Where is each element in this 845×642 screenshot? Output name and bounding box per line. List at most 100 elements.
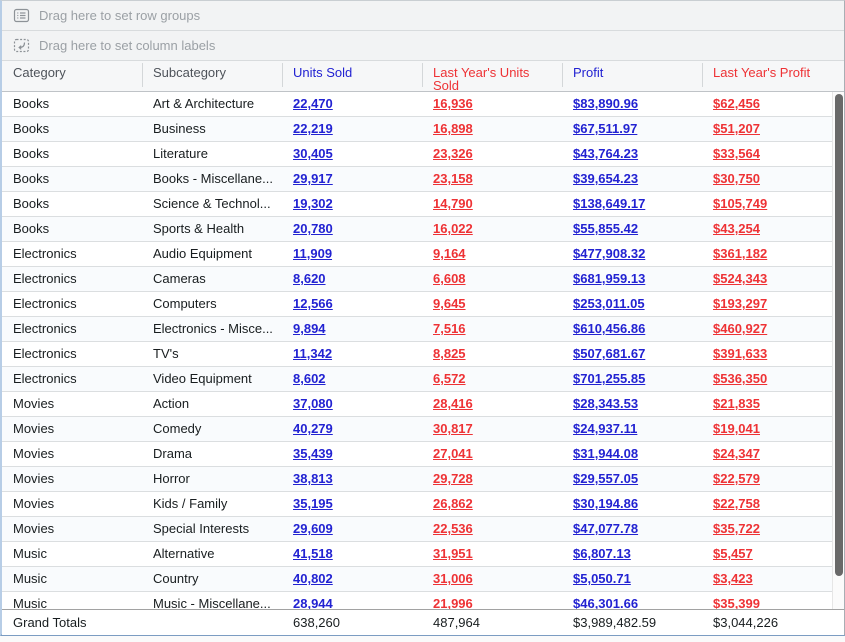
cell-units-sold[interactable]: 8,620	[293, 271, 326, 286]
cell-units-sold[interactable]: 29,609	[293, 521, 333, 536]
cell-profit[interactable]: $43,764.23	[573, 146, 639, 161]
column-labels-dropzone[interactable]: Drag here to set column labels	[2, 31, 844, 61]
cell-last-years-units-sold[interactable]: 8,825	[433, 346, 466, 361]
cell-profit[interactable]: $31,944.08	[573, 446, 639, 461]
cell-last-years-units-sold[interactable]: 6,608	[433, 271, 466, 286]
cell-profit[interactable]: $46,301.66	[573, 596, 639, 609]
cell-last-years-profit[interactable]: $3,423	[713, 571, 753, 586]
cell-units-sold[interactable]: 8,602	[293, 371, 326, 386]
cell-profit[interactable]: $39,654.23	[573, 171, 639, 186]
table-row[interactable]: Movies Special Interests 29,609 22,536 $47,0…	[2, 517, 844, 542]
cell-last-years-units-sold[interactable]: 28,416	[433, 396, 473, 411]
cell-last-years-units-sold[interactable]: 16,022	[433, 221, 473, 236]
column-header-profit[interactable]: Profit	[562, 61, 702, 91]
cell-profit[interactable]: $83,890.96	[573, 96, 639, 111]
table-row[interactable]: Books Books - Miscellane... 29,917 23,158 $3…	[2, 167, 844, 192]
cell-units-sold[interactable]: 28,944	[293, 596, 333, 609]
column-header-last-years-units-sold[interactable]: Last Year's Units Sold	[422, 61, 562, 91]
cell-last-years-units-sold[interactable]: 31,951	[433, 546, 473, 561]
cell-last-years-units-sold[interactable]: 16,898	[433, 121, 473, 136]
column-header-last-years-profit[interactable]: Last Year's Profit	[702, 61, 842, 91]
cell-profit[interactable]: $701,255.85	[573, 371, 646, 386]
table-row[interactable]: Books Art & Architecture 22,470 16,936 $83,8…	[2, 92, 844, 117]
cell-units-sold[interactable]: 9,894	[293, 321, 326, 336]
cell-last-years-profit[interactable]: $19,041	[713, 421, 760, 436]
cell-units-sold[interactable]: 38,813	[293, 471, 333, 486]
cell-units-sold[interactable]: 35,195	[293, 496, 333, 511]
cell-last-years-units-sold[interactable]: 9,645	[433, 296, 466, 311]
cell-last-years-profit[interactable]: $105,749	[713, 196, 768, 211]
cell-last-years-units-sold[interactable]: 16,936	[433, 96, 473, 111]
table-row[interactable]: Movies Comedy 40,279 30,817 $24,937.11 $19,04…	[2, 417, 844, 442]
cell-last-years-profit[interactable]: $21,835	[713, 396, 760, 411]
row-groups-dropzone[interactable]: Drag here to set row groups	[2, 1, 844, 31]
cell-profit[interactable]: $24,937.11	[573, 421, 638, 436]
table-row[interactable]: Books Science & Technol... 19,302 14,790 $13…	[2, 192, 844, 217]
cell-last-years-profit[interactable]: $5,457	[713, 546, 753, 561]
cell-last-years-profit[interactable]: $30,750	[713, 171, 760, 186]
cell-last-years-profit[interactable]: $460,927	[713, 321, 768, 336]
cell-last-years-profit[interactable]: $22,579	[713, 471, 760, 486]
cell-units-sold[interactable]: 19,302	[293, 196, 333, 211]
table-row[interactable]: Music Country 40,802 31,006 $5,050.71 $3,423	[2, 567, 844, 592]
cell-last-years-profit[interactable]: $24,347	[713, 446, 760, 461]
cell-last-years-profit[interactable]: $35,722	[713, 521, 760, 536]
cell-last-years-profit[interactable]: $361,182	[713, 246, 768, 261]
cell-units-sold[interactable]: 40,802	[293, 571, 333, 586]
table-row[interactable]: Books Business 22,219 16,898 $67,511.97 $51,2…	[2, 117, 844, 142]
cell-last-years-profit[interactable]: $33,564	[713, 146, 760, 161]
cell-profit[interactable]: $138,649.17	[573, 196, 646, 211]
cell-last-years-units-sold[interactable]: 26,862	[433, 496, 473, 511]
cell-units-sold[interactable]: 11,342	[293, 346, 333, 361]
cell-profit[interactable]: $67,511.97	[573, 121, 638, 136]
cell-last-years-profit[interactable]: $51,207	[713, 121, 760, 136]
cell-profit[interactable]: $507,681.67	[573, 346, 646, 361]
cell-last-years-profit[interactable]: $524,343	[713, 271, 768, 286]
table-row[interactable]: Electronics Cameras 8,620 6,608 $681,959.13 $…	[2, 267, 844, 292]
cell-profit[interactable]: $47,077.78	[573, 521, 639, 536]
cell-units-sold[interactable]: 35,439	[293, 446, 333, 461]
table-row[interactable]: Electronics Electronics - Misce... 9,894 7,…	[2, 317, 844, 342]
cell-units-sold[interactable]: 41,518	[293, 546, 333, 561]
cell-last-years-units-sold[interactable]: 30,817	[433, 421, 473, 436]
cell-profit[interactable]: $5,050.71	[573, 571, 631, 586]
table-row[interactable]: Movies Drama 35,439 27,041 $31,944.08 $24,347	[2, 442, 844, 467]
column-header-units-sold[interactable]: Units Sold	[282, 61, 422, 91]
cell-last-years-profit[interactable]: $43,254	[713, 221, 760, 236]
cell-last-years-units-sold[interactable]: 14,790	[433, 196, 473, 211]
cell-profit[interactable]: $28,343.53	[573, 396, 639, 411]
cell-last-years-units-sold[interactable]: 21,996	[433, 596, 473, 609]
cell-profit[interactable]: $253,011.05	[573, 296, 645, 311]
cell-profit[interactable]: $477,908.32	[573, 246, 646, 261]
cell-last-years-profit[interactable]: $22,758	[713, 496, 760, 511]
cell-last-years-profit[interactable]: $35,399	[713, 596, 760, 609]
table-row[interactable]: Electronics Audio Equipment 11,909 9,164 $47…	[2, 242, 844, 267]
table-row[interactable]: Movies Action 37,080 28,416 $28,343.53 $21,83…	[2, 392, 844, 417]
table-row[interactable]: Books Literature 30,405 23,326 $43,764.23 $33…	[2, 142, 844, 167]
cell-units-sold[interactable]: 20,780	[293, 221, 333, 236]
cell-profit[interactable]: $6,807.13	[573, 546, 631, 561]
cell-profit[interactable]: $30,194.86	[573, 496, 639, 511]
table-row[interactable]: Electronics Video Equipment 8,602 6,572 $701…	[2, 367, 844, 392]
cell-units-sold[interactable]: 22,219	[293, 121, 333, 136]
cell-units-sold[interactable]: 12,566	[293, 296, 333, 311]
table-row[interactable]: Books Sports & Health 20,780 16,022 $55,855.…	[2, 217, 844, 242]
cell-profit[interactable]: $55,855.42	[573, 221, 639, 236]
cell-last-years-units-sold[interactable]: 6,572	[433, 371, 466, 386]
cell-profit[interactable]: $681,959.13	[573, 271, 646, 286]
cell-units-sold[interactable]: 37,080	[293, 396, 333, 411]
cell-last-years-profit[interactable]: $62,456	[713, 96, 760, 111]
cell-profit[interactable]: $29,557.05	[573, 471, 639, 486]
cell-units-sold[interactable]: 30,405	[293, 146, 333, 161]
column-header-subcategory[interactable]: Subcategory	[142, 61, 282, 91]
cell-last-years-units-sold[interactable]: 23,326	[433, 146, 473, 161]
column-header-category[interactable]: Category	[13, 65, 66, 80]
cell-last-years-units-sold[interactable]: 7,516	[433, 321, 466, 336]
cell-last-years-units-sold[interactable]: 29,728	[433, 471, 473, 486]
cell-profit[interactable]: $610,456.86	[573, 321, 646, 336]
cell-last-years-profit[interactable]: $391,633	[713, 346, 768, 361]
cell-units-sold[interactable]: 29,917	[293, 171, 333, 186]
cell-units-sold[interactable]: 40,279	[293, 421, 333, 436]
cell-units-sold[interactable]: 22,470	[293, 96, 333, 111]
cell-last-years-profit[interactable]: $193,297	[713, 296, 768, 311]
